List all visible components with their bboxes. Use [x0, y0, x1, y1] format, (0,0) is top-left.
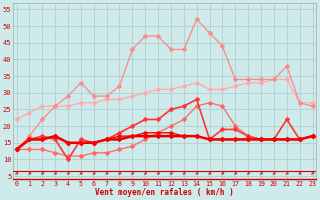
- X-axis label: Vent moyen/en rafales ( km/h ): Vent moyen/en rafales ( km/h ): [95, 188, 234, 197]
